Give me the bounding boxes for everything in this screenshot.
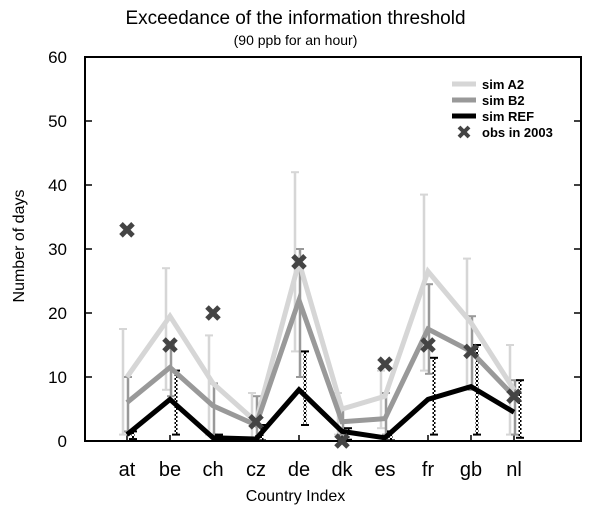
x-tick-label: cz [246,459,266,481]
x-tick-label: at [119,459,136,481]
x-tick-label: dk [331,459,353,481]
obs-marker [205,305,221,321]
y-tick-label: 30 [48,240,67,259]
obs-marker-stroke [420,337,436,353]
y-tick-label: 20 [48,304,67,323]
error-bar [303,351,307,425]
obs-marker-stroke [162,337,178,353]
obs-marker [248,414,264,430]
obs-marker-stroke [205,305,221,321]
legend-label: sim A2 [482,77,524,92]
x-tick-label: be [159,459,181,481]
series-line-sim-ref [125,383,516,442]
x-tick-label: ch [202,459,223,481]
y-tick-label: 0 [58,432,67,451]
obs-marker [291,254,307,270]
obs-marker [334,433,350,449]
legend-label: obs in 2003 [482,125,553,140]
series-lines [124,252,517,442]
legend-swatch [457,125,471,139]
obs-marker [420,337,436,353]
obs-marker-stroke [463,343,479,360]
x-tick-label: fr [422,459,435,481]
error-bar [389,431,393,441]
x-tick-label: de [288,459,310,481]
series-line-sim-b2 [125,292,516,429]
chart-subtitle: (90 ppb for an hour) [233,32,358,48]
obs-marker-stroke [248,414,264,430]
obs-marker-stroke [334,433,350,449]
legend-label: sim REF [482,109,534,124]
y-tick-label: 40 [48,176,67,195]
chart-title: Exceedance of the information threshold [125,8,466,29]
obs-marker-stroke [506,388,522,404]
obs-marker [162,337,178,353]
error-bar [131,431,135,440]
obs-marker [119,222,135,238]
y-tick-label: 10 [48,368,67,387]
y-axis: 0 10 20 30 40 50 60 [48,48,581,451]
obs-marker-stroke [119,222,135,238]
legend-label: sim B2 [482,93,525,108]
error-bars [119,171,524,442]
series-line-sim-a2 [124,252,517,427]
x-tick-label: nl [506,459,522,481]
obs-marker-stroke [291,254,307,270]
obs-marker [377,356,393,372]
observation-markers [119,222,522,449]
x-tick-label: gb [460,459,482,481]
obs-marker [506,388,522,404]
obs-marker-stroke [377,356,393,372]
error-bar [518,380,522,438]
y-tick-label: 60 [48,48,67,67]
obs-marker [463,343,479,360]
x-tick-label: es [374,459,395,481]
x-axis-label: Country Index [245,488,346,505]
y-tick-label: 50 [48,112,67,131]
